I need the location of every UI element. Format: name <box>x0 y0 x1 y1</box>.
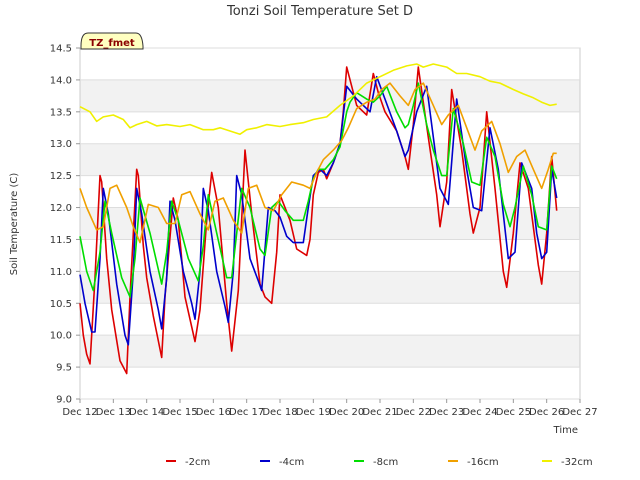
series-line-neg4cm <box>79 75 558 346</box>
legend-label: -16cm <box>467 457 499 468</box>
x-tick-label: Dec 16 <box>196 407 231 418</box>
legend-label: -2cm <box>185 457 210 468</box>
x-tick-label: Dec 12 <box>62 407 97 418</box>
x-tick-label: Dec 23 <box>429 407 464 418</box>
x-tick-label: Dec 22 <box>396 407 431 418</box>
legend-label: -32cm <box>561 457 593 468</box>
y-tick-label: 10.0 <box>50 331 72 342</box>
legend-label: -4cm <box>279 457 304 468</box>
x-tick-label: Dec 15 <box>162 407 197 418</box>
series-line-neg16cm <box>79 82 557 244</box>
x-tick-label: Dec 19 <box>296 407 331 418</box>
legend: -2cm -4cm -8cm -16cm -32cm <box>166 457 593 468</box>
y-tick-label: 12.0 <box>50 203 72 214</box>
series-line-neg32cm <box>79 63 557 135</box>
x-tick-label: Dec 14 <box>129 407 164 418</box>
x-tick-label: Dec 18 <box>262 407 297 418</box>
series-lines <box>79 63 558 375</box>
site-badge-shape <box>80 32 144 50</box>
y-tick-label: 10.5 <box>50 299 72 310</box>
y-axis-label: Soil Temperature (C) <box>9 173 20 276</box>
y-tick-label: 13.5 <box>50 107 72 118</box>
y-tick-label: 13.0 <box>50 139 72 150</box>
legend-label: -8cm <box>373 457 398 468</box>
chart-title: Tonzi Soil Temperature Set D <box>226 4 413 19</box>
site-badge-label: TZ_fmet <box>89 38 135 49</box>
x-tick-label: Dec 24 <box>462 407 497 418</box>
plot-band <box>80 79 580 112</box>
x-tick-label: Dec 17 <box>229 407 264 418</box>
x-tick-label: Dec 26 <box>529 407 564 418</box>
site-badge: TZ_fmet <box>80 32 144 50</box>
x-tick-label: Dec 25 <box>496 407 531 418</box>
plot-band <box>80 335 580 368</box>
y-tick-label: 11.5 <box>50 235 72 246</box>
x-tick-label: Dec 27 <box>562 407 597 418</box>
x-tick-label: Dec 21 <box>362 407 397 418</box>
y-tick-label: 9.0 <box>56 395 72 406</box>
y-axis-ticks: 9.0 9.5 10.0 10.5 11.0 11.5 12.0 12.5 13.0 13.5 14… <box>50 44 80 406</box>
x-axis-label: Time <box>553 425 578 436</box>
y-tick-label: 14.0 <box>50 75 72 86</box>
y-tick-label: 11.0 <box>50 267 72 278</box>
y-tick-label: 12.5 <box>50 171 72 182</box>
y-tick-label: 14.5 <box>50 44 72 55</box>
x-tick-label: Dec 13 <box>96 407 131 418</box>
x-tick-label: Dec 20 <box>329 407 364 418</box>
y-tick-label: 9.5 <box>56 363 72 374</box>
